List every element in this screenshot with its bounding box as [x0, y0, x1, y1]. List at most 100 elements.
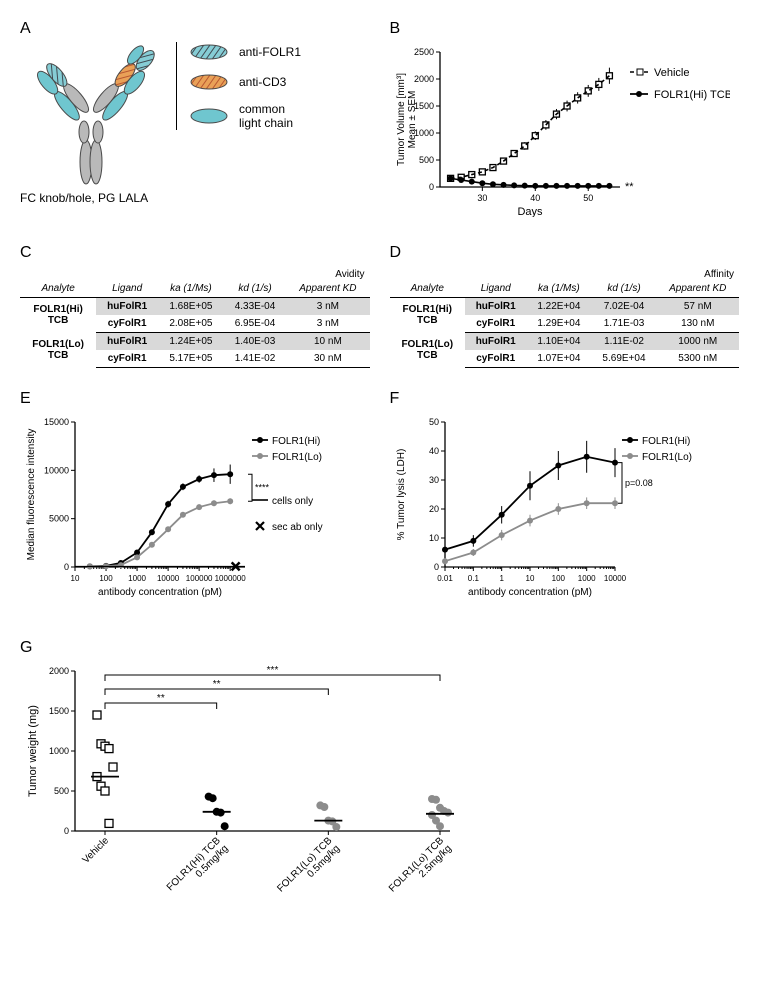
svg-text:2000: 2000 — [49, 666, 69, 676]
svg-text:40: 40 — [530, 193, 540, 203]
panel-F: F 010203040500.010.1110100100010000antib… — [390, 390, 740, 617]
svg-text:****: **** — [255, 483, 270, 493]
svg-text:50: 50 — [583, 193, 593, 203]
table-row: FOLR1(Lo)TCBhuFolR11.10E+041.11E-021000 … — [390, 333, 740, 351]
panel-F-chart: 010203040500.010.1110100100010000antibod… — [390, 412, 730, 612]
svg-text:0: 0 — [428, 182, 433, 192]
svg-text:50: 50 — [428, 417, 438, 427]
analyte-cell: FOLR1(Hi)TCB — [20, 298, 96, 333]
svg-text:10000: 10000 — [44, 465, 69, 475]
svg-text:**: ** — [157, 693, 165, 704]
table-header: Affinity — [390, 266, 740, 280]
svg-text:40: 40 — [428, 446, 438, 456]
svg-text:FOLR1(Hi) TCB0.5mg/kg: FOLR1(Hi) TCB0.5mg/kg — [165, 835, 231, 901]
svg-text:Tumor Volume [mm³]Mean ± SEM: Tumor Volume [mm³]Mean ± SEM — [396, 73, 418, 166]
svg-text:2000: 2000 — [413, 74, 433, 84]
svg-text:10000: 10000 — [157, 574, 180, 583]
svg-text:FOLR1(Hi) TCB: FOLR1(Hi) TCB — [654, 89, 730, 101]
svg-text:FOLR1(Lo): FOLR1(Lo) — [642, 452, 692, 463]
panel-A-legend: anti-FOLR1 anti-CD3 common light chain — [187, 42, 301, 130]
panel-E: E 0 5000 10000 15000 10 100 1000 10000 100000100… — [20, 390, 370, 617]
legend-cd3-label: anti-CD3 — [239, 75, 286, 89]
panel-A: A — [20, 20, 370, 222]
svg-text:500: 500 — [54, 786, 69, 796]
panel-B-chart: 05001000150020002500304050DaysTumor Volu… — [390, 42, 730, 217]
analyte-cell: FOLR1(Hi)TCB — [390, 298, 466, 333]
panel-F-label: F — [390, 390, 740, 408]
svg-text:0: 0 — [433, 562, 438, 572]
svg-text:**: ** — [625, 181, 634, 193]
panel-C: C AvidityAnalyteLigandka (1/Ms)kd (1/s)A… — [20, 244, 370, 368]
svg-text:2500: 2500 — [413, 47, 433, 57]
legend-lightchain-label: common light chain — [239, 102, 293, 130]
svg-text:FOLR1(Hi): FOLR1(Hi) — [642, 436, 690, 447]
svg-text:1: 1 — [499, 574, 504, 583]
svg-text:10: 10 — [428, 533, 438, 543]
svg-text:FOLR1(Hi): FOLR1(Hi) — [272, 436, 320, 447]
affinity-table: AvidityAnalyteLigandka (1/Ms)kd (1/s)App… — [20, 266, 370, 368]
svg-text:1000000: 1000000 — [215, 574, 247, 583]
table-row: FOLR1(Hi)TCBhuFolR11.22E+047.02E-0457 nM — [390, 298, 740, 316]
svg-text:Tumor weight (mg): Tumor weight (mg) — [27, 705, 39, 797]
panel-E-chart: 0 5000 10000 15000 10 100 1000 10000 10000010000… — [20, 412, 360, 612]
panel-A-caption: FC knob/hole, PG LALA — [20, 191, 370, 205]
legend-folr1-icon — [187, 42, 231, 62]
svg-text:10000: 10000 — [603, 574, 626, 583]
svg-text:antibody concentration (pM): antibody concentration (pM) — [468, 587, 592, 598]
svg-text:0: 0 — [64, 826, 69, 836]
svg-text:100: 100 — [99, 574, 113, 583]
table-header: Avidity — [20, 266, 370, 280]
antibody-diagram — [20, 42, 160, 187]
svg-text:FOLR1(Lo) TCB0.5mg/kg: FOLR1(Lo) TCB0.5mg/kg — [275, 835, 342, 902]
svg-text:100: 100 — [551, 574, 565, 583]
panel-G: G 0500100015002000Tumor weight (mg)Vehic… — [20, 639, 739, 926]
svg-text:10: 10 — [525, 574, 534, 583]
svg-text:5000: 5000 — [49, 514, 69, 524]
svg-text:1500: 1500 — [49, 706, 69, 716]
table-row: FOLR1(Hi)TCBhuFolR11.68E+054.33E-043 nM — [20, 298, 370, 316]
svg-text:Days: Days — [517, 206, 543, 217]
svg-text:**: ** — [213, 679, 221, 690]
svg-text:FOLR1(Lo): FOLR1(Lo) — [272, 452, 322, 463]
panel-B-label: B — [390, 20, 740, 38]
panel-C-table-container: AvidityAnalyteLigandka (1/Ms)kd (1/s)App… — [20, 266, 370, 368]
panel-E-label: E — [20, 390, 370, 408]
panel-A-label: A — [20, 20, 370, 38]
svg-text:Median fluorescence intensity: Median fluorescence intensity — [26, 429, 37, 561]
affinity-table: AffinityAnalyteLigandka (1/Ms)kd (1/s)Ap… — [390, 266, 740, 368]
svg-text:0: 0 — [64, 562, 69, 572]
table-columns: AnalyteLigandka (1/Ms)kd (1/s)Apparent K… — [20, 280, 370, 298]
svg-text:15000: 15000 — [44, 417, 69, 427]
svg-text:1000: 1000 — [577, 574, 595, 583]
analyte-cell: FOLR1(Lo)TCB — [390, 333, 466, 368]
svg-text:30: 30 — [428, 475, 438, 485]
svg-text:Vehicle: Vehicle — [654, 67, 689, 79]
table-row: FOLR1(Lo)TCBhuFolR11.24E+051.40E-0310 nM — [20, 333, 370, 351]
panel-D-label: D — [390, 244, 740, 262]
panel-D: D AffinityAnalyteLigandka (1/Ms)kd (1/s)… — [390, 244, 740, 368]
panel-G-label: G — [20, 639, 739, 657]
panel-C-label: C — [20, 244, 370, 262]
table-columns: AnalyteLigandka (1/Ms)kd (1/s)Apparent K… — [390, 280, 740, 298]
svg-text:antibody concentration (pM): antibody concentration (pM) — [98, 587, 222, 598]
svg-text:100000: 100000 — [186, 574, 213, 583]
legend-folr1-label: anti-FOLR1 — [239, 45, 301, 59]
svg-text:10: 10 — [71, 574, 80, 583]
svg-text:***: *** — [267, 665, 279, 676]
svg-text:p=0.08: p=0.08 — [625, 478, 653, 488]
svg-text:500: 500 — [418, 155, 433, 165]
svg-text:cells only: cells only — [272, 496, 313, 507]
legend-lightchain-icon — [187, 106, 231, 126]
legend-cd3-icon — [187, 72, 231, 92]
svg-text:sec ab only: sec ab only — [272, 522, 323, 533]
svg-text:0.1: 0.1 — [467, 574, 479, 583]
svg-text:0.01: 0.01 — [437, 574, 453, 583]
svg-text:30: 30 — [477, 193, 487, 203]
svg-text:1000: 1000 — [128, 574, 146, 583]
panel-D-table-container: AffinityAnalyteLigandka (1/Ms)kd (1/s)Ap… — [390, 266, 740, 368]
panel-B: B 05001000150020002500304050DaysTumor Vo… — [390, 20, 740, 222]
svg-text:FOLR1(Lo) TCB2.5mg/kg: FOLR1(Lo) TCB2.5mg/kg — [387, 835, 454, 902]
analyte-cell: FOLR1(Lo)TCB — [20, 333, 96, 368]
svg-text:Vehicle: Vehicle — [81, 835, 112, 866]
svg-text:% Tumor lysis (LDH): % Tumor lysis (LDH) — [396, 449, 407, 541]
